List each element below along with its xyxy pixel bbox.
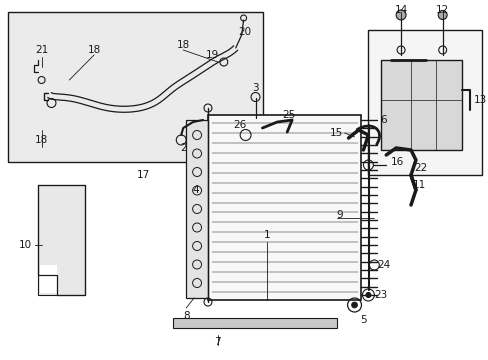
Bar (381, 60, 462, 150)
Bar (38, 185, 85, 295)
Circle shape (351, 302, 357, 308)
Text: 22: 22 (413, 163, 427, 173)
Text: 18: 18 (176, 40, 189, 50)
Text: 5: 5 (359, 315, 366, 325)
Text: 25: 25 (282, 110, 295, 120)
Text: 4: 4 (192, 185, 199, 195)
Text: 15: 15 (329, 128, 343, 138)
Text: 18: 18 (35, 135, 48, 145)
Text: 19: 19 (206, 50, 219, 60)
Text: 2: 2 (180, 143, 186, 153)
Text: 18: 18 (87, 45, 101, 55)
Text: 21: 21 (35, 45, 48, 55)
Text: 20: 20 (238, 27, 251, 37)
Bar (8, 12, 263, 162)
Bar (40, 265, 57, 293)
Text: 13: 13 (472, 95, 486, 105)
Circle shape (395, 10, 405, 20)
Text: 26: 26 (233, 120, 246, 130)
Text: 8: 8 (183, 311, 189, 321)
Circle shape (437, 10, 446, 19)
Text: 1: 1 (264, 230, 270, 240)
Text: 3: 3 (252, 83, 258, 93)
Text: 7: 7 (214, 337, 221, 347)
Text: 9: 9 (336, 210, 343, 220)
Bar (173, 318, 336, 328)
Text: 10: 10 (19, 240, 32, 250)
Text: 16: 16 (390, 157, 404, 167)
Text: 14: 14 (394, 5, 407, 15)
Text: 6: 6 (379, 115, 386, 125)
Text: 12: 12 (435, 5, 448, 15)
Bar (207, 115, 361, 300)
Bar (367, 30, 481, 175)
Bar (186, 120, 207, 298)
Text: 17: 17 (137, 170, 150, 180)
Circle shape (365, 292, 370, 297)
Text: 24: 24 (377, 260, 390, 270)
Text: 11: 11 (412, 180, 426, 190)
Text: 23: 23 (374, 290, 387, 300)
